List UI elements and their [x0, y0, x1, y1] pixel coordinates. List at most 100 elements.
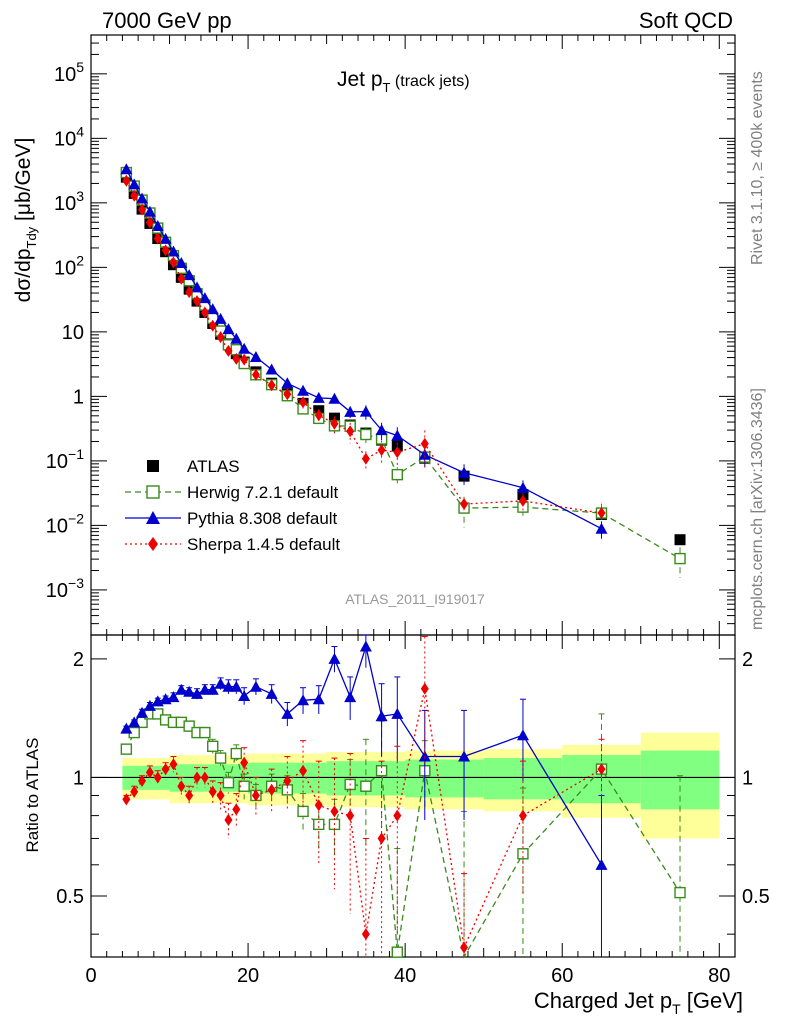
atlas-point-30	[674, 534, 686, 546]
sherpa-main-point-20	[314, 409, 323, 422]
sherpa-main-point-19	[299, 396, 308, 409]
sherpa-ratio-point-5	[161, 763, 170, 776]
sherpa-main-point-27	[460, 498, 469, 511]
herwig-ratio-point-0	[120, 743, 133, 755]
sherpa-ratio-point-6	[169, 758, 178, 771]
pythia-main-point-6	[167, 245, 180, 257]
x-tick-label-80: 80	[708, 965, 730, 987]
sherpa-main-point-16	[251, 368, 260, 381]
pythia-main-point-5	[159, 232, 172, 244]
sherpa-ratio-point-26	[420, 682, 429, 695]
ratio-y-tick-label-l-2: 2	[73, 649, 84, 671]
main-y-tick-label-7: 104	[54, 123, 84, 150]
ratio-plot-frame	[90, 634, 736, 958]
main-y-tick-label-4: 10	[62, 322, 84, 344]
header-right: Soft QCD	[639, 8, 733, 33]
sherpa-main-point-15	[240, 353, 249, 366]
herwig-ratio-point-25	[391, 946, 403, 958]
sherpa-ratio-point-22	[346, 809, 355, 822]
pythia-ratio-point-7	[175, 683, 188, 695]
pythia-main-point-19	[297, 384, 310, 396]
main-y-tick-exp-7: 4	[76, 123, 84, 139]
pythia-main-point-22	[344, 405, 357, 417]
ratio-y-tick-label-l-0: 0.5	[56, 886, 84, 908]
sherpa-ratio-point-20	[314, 799, 323, 812]
pythia-ratio-point-8	[183, 685, 196, 697]
pythia-ratio-point-22	[344, 691, 357, 703]
pythia-ratio-point-3	[143, 699, 156, 711]
sherpa-main-point-17	[267, 379, 276, 392]
ratio-y-axis-label: Ratio to ATLAS	[23, 738, 42, 853]
main-y-tick-label-0: 10−3	[46, 575, 84, 602]
sherpa-main-point-4	[153, 232, 162, 245]
analysis-watermark: ATLAS_2011_I919017	[345, 591, 485, 607]
herwig-ratio-point-8	[183, 720, 195, 732]
sherpa-main-point-25	[393, 446, 402, 459]
herwig-ratio-point-19	[297, 805, 309, 818]
pythia-main-point-16	[249, 350, 262, 362]
legend-marker-pythia	[146, 511, 160, 524]
main-y-tick-label-3: 1	[73, 386, 84, 408]
sherpa-main-point-9	[193, 295, 202, 308]
sherpa-ratio-point-11	[208, 785, 217, 798]
herwig-main-point-25	[391, 468, 403, 481]
pythia-ratio-point-23	[359, 640, 372, 652]
sherpa-ratio-point-7	[177, 780, 186, 793]
pythia-ratio-point-1	[128, 716, 141, 728]
sherpa-main-point-3	[145, 216, 154, 229]
main-y-tick-exp-1: −2	[68, 510, 84, 526]
pythia-main-point-0	[120, 163, 133, 175]
pythia-ratio-point-6	[167, 691, 180, 703]
herwig-ratio-point-4	[152, 708, 164, 720]
main-y-tick-base-6: 10	[54, 193, 76, 215]
pythia-ratio-point-28	[516, 729, 529, 741]
pythia-ratio-point-19	[297, 694, 310, 706]
sherpa-ratio-point-16	[251, 789, 260, 802]
main-y-tick-label-1: 10−2	[46, 510, 84, 537]
sherpa-ratio-point-15	[240, 756, 249, 769]
sherpa-ratio-point-27	[460, 941, 469, 954]
pythia-ratio-point-24	[375, 710, 388, 722]
ratio-y-tick-label-r-1: 1	[742, 767, 753, 789]
ratio-y-tick-label-l-1: 1	[73, 767, 84, 789]
x-label-part2: [GeV]	[681, 988, 743, 1013]
pythia-ratio-point-26	[418, 750, 431, 762]
sherpa-ratio-point-0	[122, 793, 131, 806]
sherpa-main-point-12	[216, 331, 225, 344]
main-y-tick-base-4: 10	[62, 322, 84, 344]
ratio-y-tick-label-r-0: 0.5	[742, 886, 770, 908]
sherpa-ratio-point-25	[393, 809, 402, 822]
sherpa-main-point-21	[330, 417, 339, 430]
sherpa-main-point-26	[420, 437, 429, 450]
ratio-y-tick-label-r-2: 2	[742, 649, 753, 671]
pythia-ratio-point-10	[198, 683, 211, 695]
pythia-ratio-point-18	[281, 707, 294, 719]
pythia-main-point-4	[151, 220, 164, 232]
sherpa-main-point-13	[224, 344, 233, 357]
main-y-tick-exp-0: −3	[68, 575, 84, 591]
sherpa-main-point-29	[597, 507, 606, 520]
sherpa-main-point-22	[346, 425, 355, 438]
sherpa-main-point-1	[130, 189, 139, 202]
main-y-tick-label-6: 103	[54, 188, 84, 215]
main-y-tick-label-5: 102	[54, 252, 84, 279]
pythia-main-point-20	[312, 391, 325, 403]
pythia-main-point-14	[230, 332, 243, 344]
pythia-main-point-17	[265, 363, 278, 375]
herwig-ratio-point-15	[238, 780, 250, 792]
main-y-tick-base-3: 1	[73, 386, 84, 408]
sherpa-main-point-23	[361, 452, 370, 465]
sherpa-ratio-point-21	[330, 805, 339, 818]
pythia-ratio-point-12	[214, 677, 227, 689]
main-y-tick-exp-2: −1	[68, 446, 84, 462]
x-label-sub: T	[672, 1001, 681, 1017]
herwig-main-point-23	[360, 428, 372, 441]
pythia-main-point-8	[183, 269, 196, 281]
main-y-tick-exp-5: 2	[76, 252, 84, 268]
sherpa-ratio-point-4	[153, 771, 162, 784]
y-label-part1: dσ/dp	[12, 248, 35, 302]
header-left: 7000 GeV pp	[102, 8, 232, 33]
pythia-ratio-point-11	[206, 683, 219, 695]
sherpa-main-point-10	[200, 306, 209, 319]
sherpa-ratio-point-9	[193, 771, 202, 784]
